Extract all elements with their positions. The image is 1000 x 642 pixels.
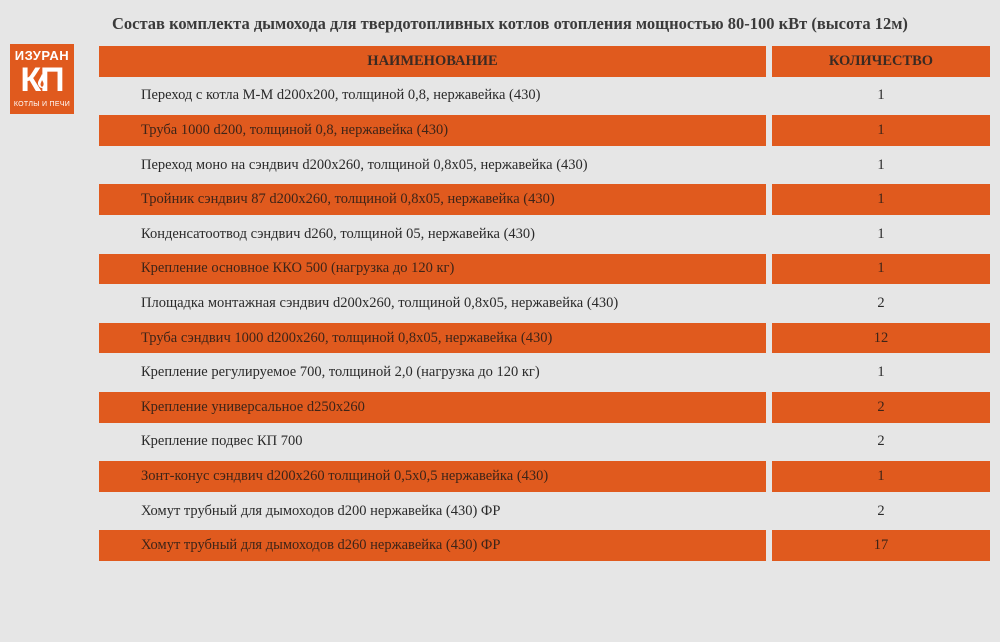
row-qty: 1 [877,225,885,242]
table-row: Конденсатоотвод сэндвич d260, толщиной 0… [99,217,990,252]
table-row: Переход моно на сэндвич d200x260, толщин… [99,148,990,183]
row-name: Крепление подвес КП 700 [141,433,303,450]
table-row: Хомут трубный для дымоходов d200 нержаве… [99,494,990,529]
flame-icon [37,74,47,88]
row-name: Труба 1000 d200, толщиной 0,8, нержавейк… [99,115,766,146]
row-qty: 2 [877,433,885,450]
table-row: Зонт-конус сэндвич d200x260 толщиной 0,5… [99,459,990,494]
row-qty: 1 [772,115,990,146]
row-qty: 2 [877,294,885,311]
row-qty: 1 [877,364,885,381]
table-row: Крепление универсальное d250x260 2 [99,390,990,425]
logo-subtitle: КОТЛЫ И ПЕЧИ [13,101,71,108]
page-title: Состав комплекта дымохода для твердотопл… [112,14,908,33]
brand-logo: ИЗУРАН КП КОТЛЫ И ПЕЧИ [10,44,74,114]
row-name: Конденсатоотвод сэндвич d260, толщиной 0… [141,225,535,242]
row-name: Площадка монтажная сэндвич d200x260, тол… [141,294,619,311]
table-row: Крепление основное ККО 500 (нагрузка до … [99,252,990,287]
header-name: НАИМЕНОВАНИЕ [99,46,766,77]
header-qty: КОЛИЧЕСТВО [772,46,990,77]
row-name: Переход с котла М-М d200x200, толщиной 0… [141,87,541,104]
row-qty: 1 [772,253,990,285]
row-name: Зонт-конус сэндвич d200x260 толщиной 0,5… [99,461,766,492]
row-qty: 17 [772,530,990,561]
logo-brand-text: ИЗУРАН [14,48,70,63]
row-name: Крепление основное ККО 500 (нагрузка до … [99,253,766,285]
row-name: Тройник сэндвич 87 d200x260, толщиной 0,… [99,184,766,215]
row-qty: 1 [877,87,885,104]
row-name: Крепление регулируемое 700, толщиной 2,0… [141,364,540,381]
row-name: Хомут трубный для дымоходов d200 нержаве… [141,502,501,519]
row-qty: 1 [772,461,990,492]
chimney-kit-table: НАИМЕНОВАНИЕ КОЛИЧЕСТВО Переход с котла … [99,44,990,563]
row-name: Труба сэндвич 1000 d200x260, толщиной 0,… [99,322,766,354]
row-name: Крепление универсальное d250x260 [99,391,766,423]
table-row: Переход с котла М-М d200x200, толщиной 0… [99,79,990,114]
table-row: Крепление подвес КП 700 2 [99,425,990,460]
table-header-row: НАИМЕНОВАНИЕ КОЛИЧЕСТВО [99,44,990,79]
row-name: Хомут трубный для дымоходов d260 нержаве… [99,530,766,561]
table-row: Труба 1000 d200, толщиной 0,8, нержавейк… [99,113,990,148]
table-row: Хомут трубный для дымоходов d260 нержаве… [99,528,990,563]
row-qty: 1 [877,156,885,173]
row-qty: 2 [877,502,885,519]
table-row: Труба сэндвич 1000 d200x260, толщиной 0,… [99,321,990,356]
table-row: Тройник сэндвич 87 d200x260, толщиной 0,… [99,182,990,217]
row-qty: 12 [772,322,990,354]
table-row: Крепление регулируемое 700, толщиной 2,0… [99,355,990,390]
row-name: Переход моно на сэндвич d200x260, толщин… [141,156,588,173]
row-qty: 2 [772,391,990,423]
table-row: Площадка монтажная сэндвич d200x260, тол… [99,286,990,321]
row-qty: 1 [772,184,990,215]
